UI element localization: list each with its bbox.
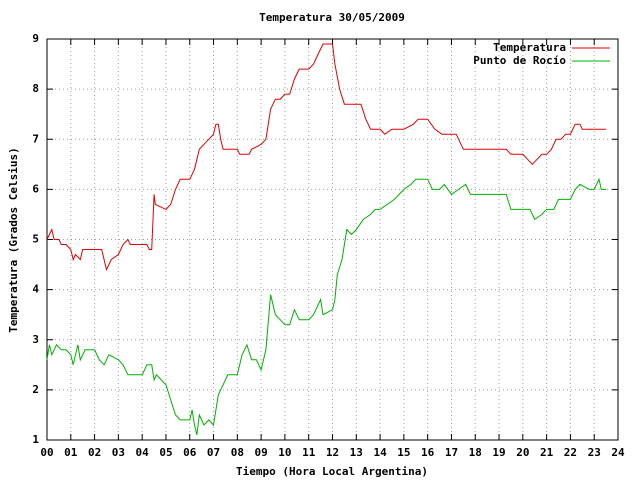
x-tick-label: 17 xyxy=(445,446,458,459)
y-tick-label: 4 xyxy=(32,283,39,296)
y-tick-label: 5 xyxy=(32,233,39,246)
y-tick-label: 9 xyxy=(32,32,39,45)
x-tick-label: 06 xyxy=(183,446,197,459)
x-tick-label: 21 xyxy=(540,446,554,459)
x-tick-label: 18 xyxy=(469,446,482,459)
x-tick-label: 02 xyxy=(88,446,101,459)
x-tick-label: 03 xyxy=(112,446,125,459)
x-tick-label: 15 xyxy=(397,446,410,459)
x-tick-label: 12 xyxy=(326,446,339,459)
chart-title: Temperatura 30/05/2009 xyxy=(259,11,405,24)
y-tick-label: 7 xyxy=(32,132,39,145)
x-tick-label: 22 xyxy=(564,446,577,459)
x-tick-label: 24 xyxy=(611,446,625,459)
x-tick-label: 14 xyxy=(373,446,387,459)
x-tick-label: 20 xyxy=(516,446,529,459)
x-tick-label: 07 xyxy=(207,446,220,459)
x-tick-label: 04 xyxy=(136,446,150,459)
y-tick-label: 6 xyxy=(32,182,39,195)
data-line xyxy=(46,43,607,272)
x-tick-label: 00 xyxy=(40,446,53,459)
x-tick-label: 23 xyxy=(588,446,601,459)
x-tick-label: 05 xyxy=(159,446,172,459)
x-axis-label: Tiempo (Hora Local Argentina) xyxy=(236,465,428,478)
legend-label: Temperatura xyxy=(493,41,566,54)
y-tick-label: 2 xyxy=(32,383,39,396)
x-tick-label: 16 xyxy=(421,446,435,459)
y-tick-label: 8 xyxy=(32,82,39,95)
y-tick-label: 1 xyxy=(32,433,39,446)
x-tick-label: 01 xyxy=(64,446,78,459)
x-tick-label: 08 xyxy=(231,446,244,459)
x-tick-label: 19 xyxy=(492,446,505,459)
data-line xyxy=(46,177,607,436)
x-tick-label: 09 xyxy=(255,446,268,459)
legend-label: Punto de Rocío xyxy=(473,54,566,67)
x-tick-label: 10 xyxy=(278,446,291,459)
y-axis-label: Temperatura (Grados Celsius) xyxy=(7,147,20,332)
x-tick-label: 13 xyxy=(350,446,363,459)
x-tick-label: 11 xyxy=(302,446,316,459)
y-tick-label: 3 xyxy=(32,333,39,346)
